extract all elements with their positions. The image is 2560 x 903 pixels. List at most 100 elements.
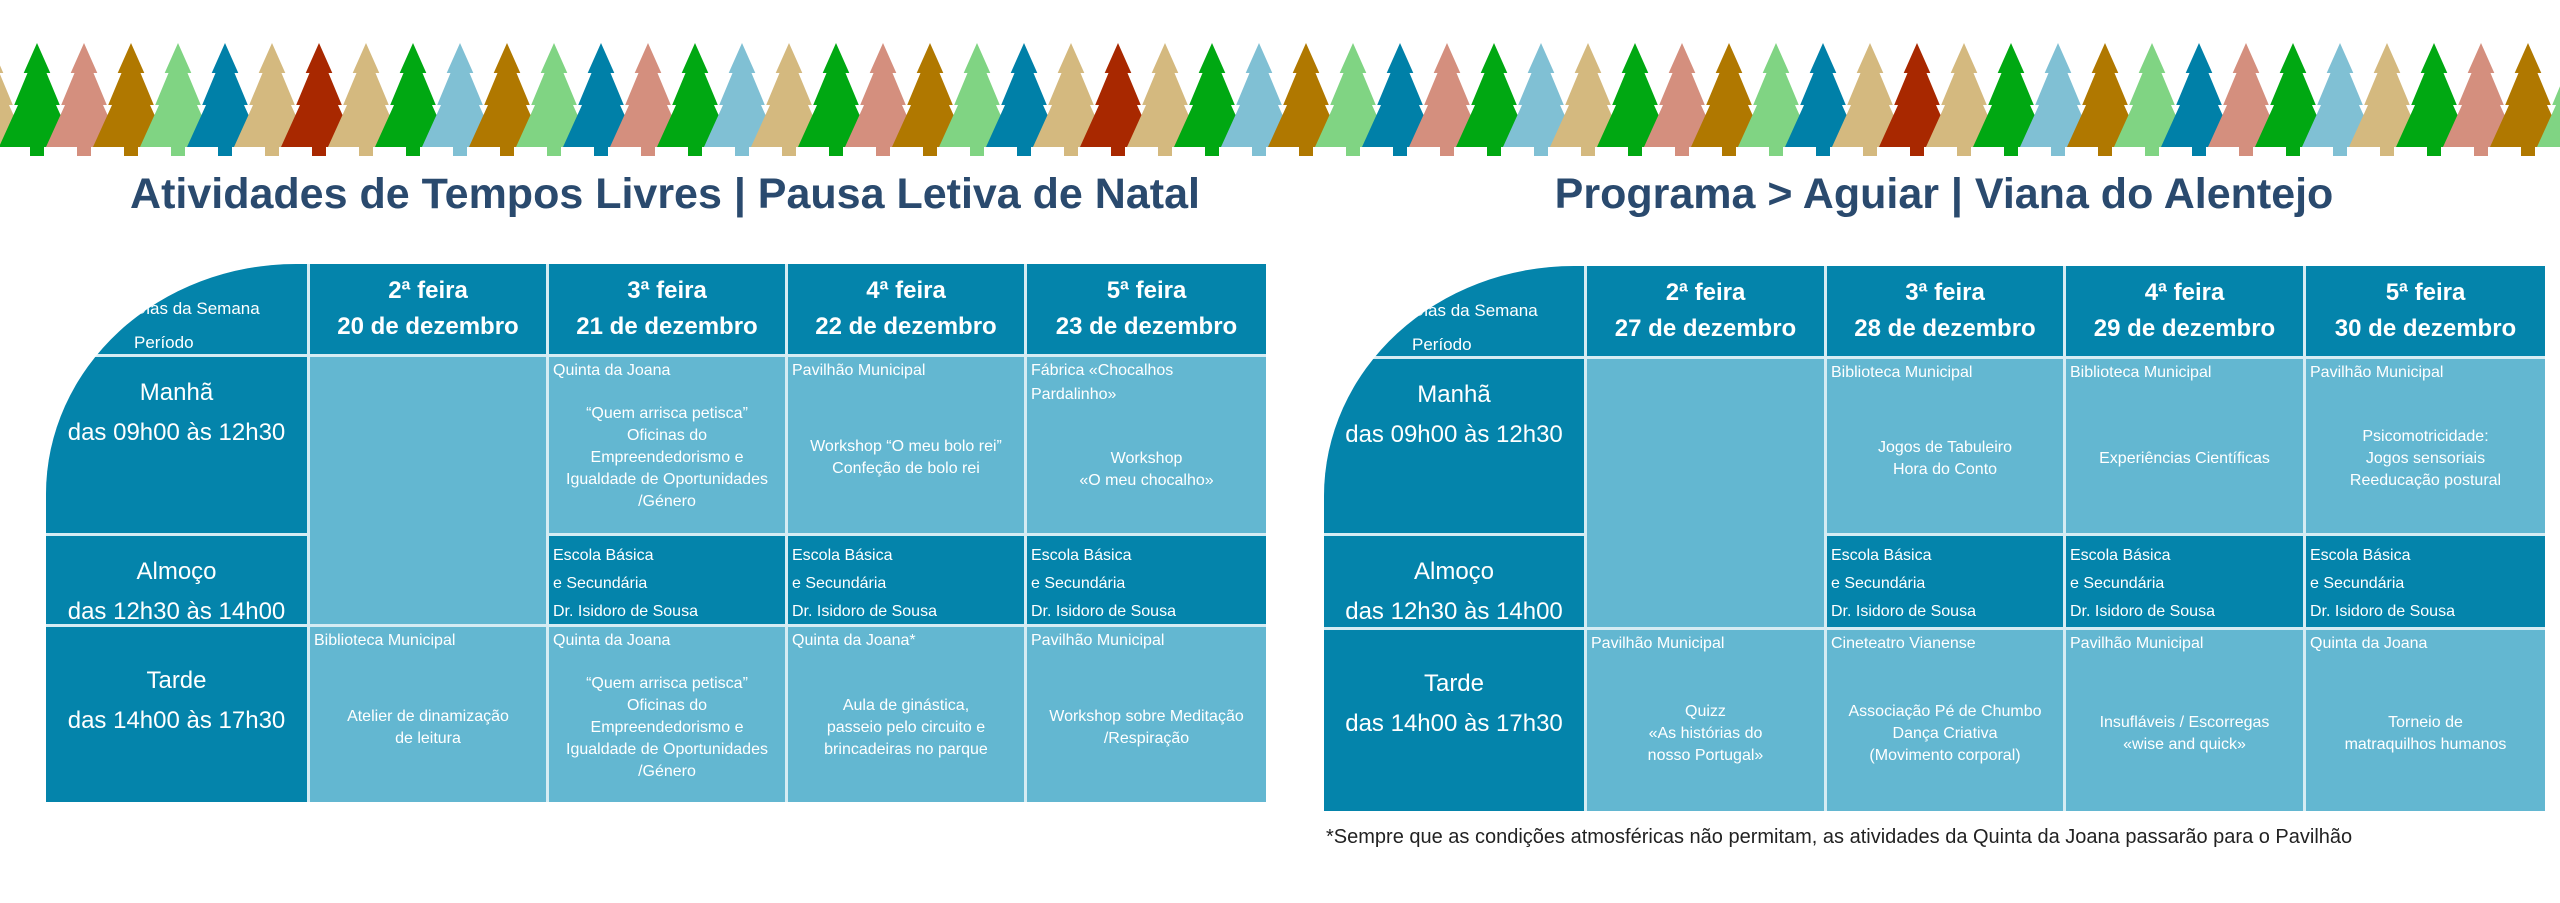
lunch-venue: Escola Básica e Secundária Dr. Isidoro d… — [1031, 547, 1176, 620]
day-header: 5ª feira 23 de dezembro — [1027, 264, 1266, 354]
tree-icon — [46, 43, 122, 147]
tree-icon — [0, 43, 75, 147]
activity-description: Aula de ginástica, passeio pelo circuito… — [824, 696, 988, 758]
tree-trunk — [30, 147, 44, 156]
schedule-table-week-2: Dias da Semana Período 2ª feira 27 de dezem… — [1324, 266, 2545, 811]
tree-icon — [0, 65, 28, 147]
tree-trunk — [1440, 147, 1454, 156]
day-header: 5ª feira 30 de dezembro — [2306, 266, 2545, 356]
tree-trunk — [1534, 147, 1548, 156]
activity-venue: Pavilhão Municipal — [792, 362, 926, 379]
lunch-venue: Escola Básica e Secundária Dr. Isidoro d… — [2310, 547, 2455, 620]
tree-icon — [93, 43, 169, 147]
period-name: Tarde — [146, 667, 207, 694]
tree-icon — [1550, 43, 1626, 147]
activity-cell: Quinta da Joana Torneio de matraquilhos h… — [2306, 630, 2545, 811]
period-time: das 14h00 às 17h30 — [1345, 710, 1563, 737]
tree-icon — [2396, 43, 2472, 147]
tree-trunk — [1205, 147, 1219, 156]
day-header: 4ª feira 29 de dezembro — [2066, 266, 2303, 356]
day-date: 28 de dezembro — [1854, 315, 2036, 342]
tree-icon — [2302, 43, 2378, 147]
tree-icon — [1691, 43, 1767, 147]
tree-trunk — [500, 147, 514, 156]
activity-description: Quizz «As histórias do nosso Portugal» — [1647, 702, 1764, 764]
tree-trunk — [594, 147, 608, 156]
tree-trunk — [923, 147, 937, 156]
tree-trunk — [829, 147, 843, 156]
tree-icon — [1785, 43, 1861, 147]
tree-icon — [1033, 43, 1109, 147]
tree-icon — [1926, 43, 2002, 147]
tree-icon — [1174, 43, 1250, 147]
tree-trunk — [1816, 147, 1830, 156]
tree-icon — [187, 43, 263, 147]
tree-trunk — [312, 147, 326, 156]
tree-trunk — [876, 147, 890, 156]
tree-trunk — [547, 147, 561, 156]
day-date: 27 de dezembro — [1614, 315, 1797, 342]
period-name: Manhã — [139, 379, 214, 406]
period-time: das 14h00 às 17h30 — [67, 707, 286, 734]
tree-trunk — [1722, 147, 1736, 156]
activity-description: Psicomotricidade: Jogos sensoriais Reedu… — [2349, 428, 2502, 489]
tree-trunk — [2098, 147, 2112, 156]
tree-icon — [2537, 86, 2560, 147]
tree-icon — [2349, 43, 2425, 147]
lunch-venue: Escola Básica e Secundária Dr. Isidoro d… — [553, 547, 698, 620]
activity-venue: Quinta da Joana — [553, 362, 671, 379]
day-name: 4ª feira — [866, 277, 946, 304]
day-name: 3ª feira — [627, 277, 707, 304]
tree-trunk — [218, 147, 232, 156]
tree-icon — [704, 43, 780, 147]
period-time: das 12h30 às 14h00 — [1345, 598, 1563, 625]
tree-icon — [892, 43, 968, 147]
tree-trunk — [359, 147, 373, 156]
tree-icon — [1879, 43, 1955, 147]
tree-trunk — [1957, 147, 1971, 156]
tree-icon — [1597, 43, 1673, 147]
tree-icon — [1738, 43, 1814, 147]
tree-icon — [845, 43, 921, 147]
activity-cell: Quinta da Joana* Aula de ginástica, passe… — [788, 627, 1024, 802]
day-date: 29 de dezembro — [2093, 315, 2276, 342]
tree-icon — [516, 43, 592, 147]
activity-cell: Pavilhão Municipal Workshop “O meu bolo r… — [788, 357, 1024, 533]
activity-cell: Pavilhão Municipal Insufláveis / Escorreg… — [2066, 630, 2303, 811]
day-date: 22 de dezembro — [815, 313, 997, 340]
period-label: Almoço das 12h30 às 14h00 — [46, 536, 307, 624]
activity-description: “Quem arrisca petisca” Oficinas do Empre… — [566, 405, 768, 510]
tree-trunk — [2239, 147, 2253, 156]
activity-description: “Quem arrisca petisca” Oficinas do Empre… — [566, 674, 768, 780]
tree-trunk — [1064, 147, 1078, 156]
activity-venue: Biblioteca Municipal — [314, 632, 456, 649]
day-date: 21 de dezembro — [576, 313, 758, 340]
tree-trunk — [265, 147, 279, 156]
activity-description: Workshop sobre Meditação /Respiração — [1049, 707, 1244, 747]
tree-icon — [375, 43, 451, 147]
tree-trunk — [2474, 147, 2488, 156]
corner-header: Dias da Semana Período — [46, 264, 307, 354]
activity-description: Associação Pé de Chumbo Dança Criativa (… — [1848, 702, 2042, 764]
day-name: 4ª feira — [2144, 279, 2225, 306]
corner-header: Dias da Semana Período — [1324, 266, 1584, 356]
day-header: 2ª feira 20 de dezembro — [310, 264, 546, 354]
period-time: das 09h00 às 12h30 — [67, 419, 286, 446]
tree-trunk — [1017, 147, 1031, 156]
day-header: 3ª feira 28 de dezembro — [1827, 266, 2063, 356]
period-time: das 09h00 às 12h30 — [1345, 421, 1563, 448]
tree-icon — [1127, 43, 1203, 147]
lunch-cell: Escola Básica e Secundária Dr. Isidoro d… — [1827, 536, 2063, 627]
tree-trunk — [782, 147, 796, 156]
tree-trunk — [2192, 147, 2206, 156]
period-label: Tarde das 14h00 às 17h30 — [1324, 630, 1584, 811]
tree-icon — [1832, 43, 1908, 147]
period-name: Almoço — [136, 558, 217, 585]
tree-icon — [1644, 43, 1720, 147]
lunch-cell: Escola Básica e Secundária Dr. Isidoro d… — [2306, 536, 2545, 627]
tree-icon — [140, 43, 216, 147]
day-name: 2ª feira — [1665, 279, 1746, 306]
tree-trunk — [1910, 147, 1924, 156]
tree-icon — [939, 43, 1015, 147]
corner-period-label: Período — [1412, 335, 1472, 354]
